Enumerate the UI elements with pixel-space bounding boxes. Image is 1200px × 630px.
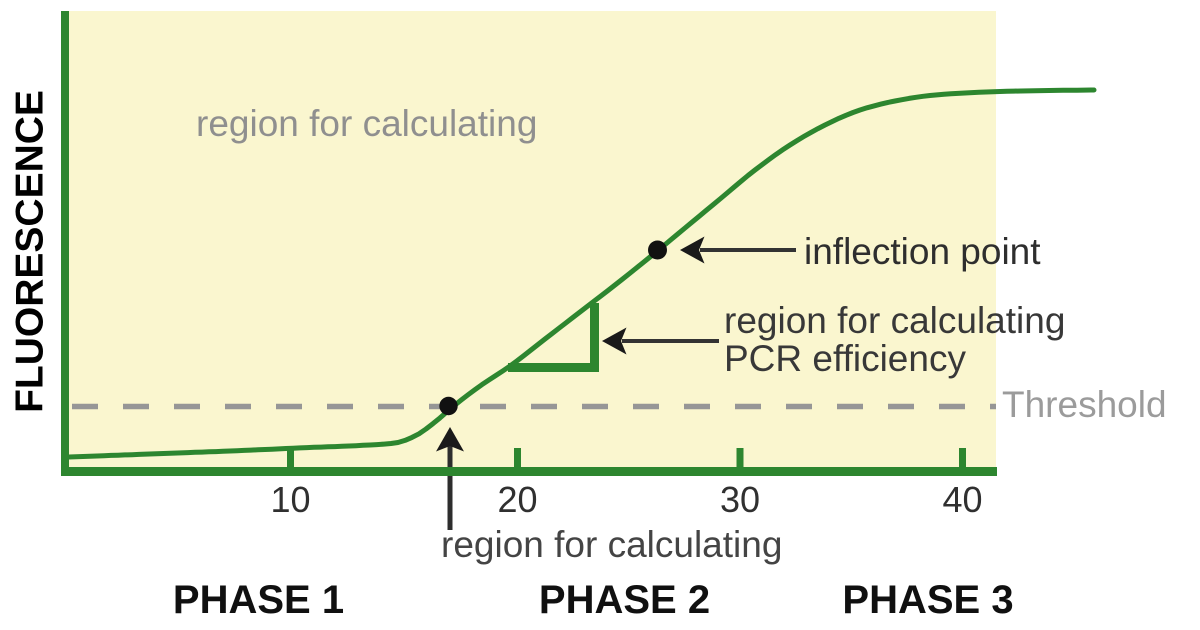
svg-text:region for calculating: region for calculating [441, 524, 782, 565]
svg-text:PCR efficiency: PCR efficiency [724, 338, 966, 379]
svg-text:FLUORESCENCE: FLUORESCENCE [9, 90, 52, 413]
svg-text:40: 40 [942, 479, 982, 520]
svg-text:PHASE 3: PHASE 3 [842, 578, 1013, 622]
svg-text:30: 30 [720, 479, 760, 520]
svg-text:PHASE 2: PHASE 2 [539, 578, 710, 622]
svg-text:PHASE 1: PHASE 1 [173, 578, 344, 622]
svg-text:10: 10 [270, 479, 310, 520]
svg-text:region for calculating: region for calculating [196, 103, 537, 144]
svg-text:inflection point: inflection point [804, 231, 1041, 272]
svg-text:region for calculating: region for calculating [724, 300, 1065, 341]
svg-text:Threshold: Threshold [1002, 384, 1167, 425]
svg-text:20: 20 [497, 479, 537, 520]
